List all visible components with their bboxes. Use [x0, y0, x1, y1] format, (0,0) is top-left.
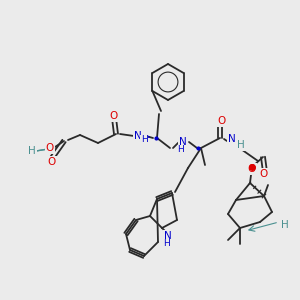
- Text: H: H: [141, 136, 147, 145]
- Text: H: H: [178, 146, 184, 154]
- Text: H: H: [163, 239, 170, 248]
- Text: N: N: [134, 131, 142, 141]
- Text: N: N: [179, 137, 187, 147]
- Text: O: O: [217, 116, 225, 126]
- Text: O: O: [48, 157, 56, 167]
- Text: O: O: [217, 116, 225, 126]
- Text: O: O: [110, 111, 118, 121]
- Text: O: O: [46, 143, 54, 153]
- Text: H: H: [141, 136, 147, 145]
- Text: O: O: [48, 157, 56, 167]
- Text: N: N: [228, 134, 236, 144]
- Text: H: H: [281, 220, 289, 230]
- Text: H: H: [28, 146, 36, 156]
- Text: N: N: [228, 134, 236, 144]
- Text: N: N: [164, 231, 172, 241]
- Text: H: H: [28, 146, 36, 156]
- Text: O: O: [259, 169, 267, 179]
- Text: O: O: [259, 169, 267, 179]
- Text: H: H: [178, 146, 184, 154]
- Text: H: H: [163, 239, 170, 248]
- Text: O: O: [248, 164, 256, 174]
- Text: N: N: [134, 131, 142, 141]
- Text: O: O: [46, 143, 54, 153]
- Text: H: H: [281, 220, 289, 230]
- Text: H: H: [237, 140, 245, 150]
- Text: O: O: [110, 111, 118, 121]
- Text: H: H: [237, 140, 245, 150]
- Text: O: O: [248, 164, 256, 174]
- Text: N: N: [164, 231, 172, 241]
- Text: N: N: [179, 137, 187, 147]
